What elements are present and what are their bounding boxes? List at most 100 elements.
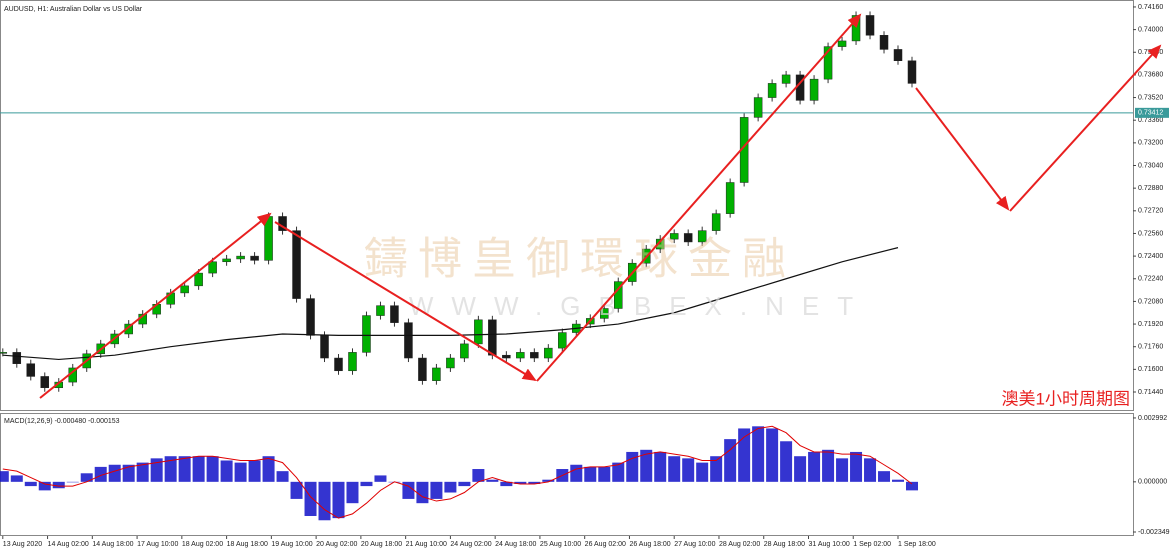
macd-bar (864, 458, 877, 482)
arrow (39, 212, 272, 399)
x-tick-label: 13 Aug 2020 (3, 541, 42, 548)
arrow (1009, 44, 1162, 212)
macd-y-tick-label: 0.002992 (1138, 415, 1167, 422)
candle (655, 238, 665, 250)
x-tick-label: 28 Aug 18:00 (764, 541, 805, 548)
y-tick-label: 0.72880 (1138, 185, 1163, 192)
macd-bar (892, 479, 905, 482)
arrow (274, 221, 537, 382)
macd-bar (752, 426, 765, 482)
macd-bar (738, 428, 751, 482)
macd-bar (472, 469, 485, 482)
candle (222, 258, 231, 263)
macd-signal (2, 425, 913, 519)
macd-bar (346, 481, 359, 504)
last-price-label: 0.73412 (1138, 110, 1163, 117)
macd-bar (150, 458, 163, 482)
macd-bar (500, 481, 513, 487)
x-tick-label: 21 Aug 10:00 (406, 541, 447, 548)
candle (404, 322, 413, 359)
y-tick-label: 0.74160 (1138, 4, 1163, 11)
candle (907, 60, 917, 84)
macd-bar (612, 462, 625, 482)
macd-bar (262, 456, 275, 482)
arrow (915, 87, 1010, 211)
y-tick-label: 0.73200 (1138, 140, 1163, 147)
x-tick-label: 14 Aug 02:00 (48, 541, 89, 548)
candle (893, 49, 903, 61)
y-tick-label: 0.71760 (1138, 344, 1163, 351)
candle (432, 367, 441, 381)
y-tick-label: 0.73520 (1138, 94, 1163, 101)
x-tick-label: 27 Aug 10:00 (674, 541, 715, 548)
x-tick-label: 19 Aug 10:00 (271, 541, 312, 548)
macd-bar (654, 451, 667, 482)
y-tick-label: 0.71920 (1138, 321, 1163, 328)
macd-bar (52, 481, 65, 489)
y-tick-label: 0.72400 (1138, 253, 1163, 260)
macd-bar (80, 473, 93, 482)
x-tick-label: 24 Aug 02:00 (450, 541, 491, 548)
annotation: 澳美1小时周期图 (1002, 389, 1130, 408)
macd-bar (878, 471, 891, 482)
x-tick-label: 1 Sep 02:00 (853, 541, 891, 548)
macd-bar (94, 466, 107, 482)
macd-bar (780, 441, 793, 482)
macd-bar (0, 471, 9, 482)
macd-bar (794, 456, 807, 482)
watermark: 鑄博皇御環球金融 (364, 235, 796, 284)
macd-bar (528, 481, 541, 484)
candle (879, 35, 889, 50)
y-tick-label: 0.72720 (1138, 208, 1163, 215)
macd-bar (122, 464, 135, 482)
macd-bar (710, 456, 723, 482)
candle (194, 272, 203, 287)
x-tick-label: 1 Sep 18:00 (898, 541, 936, 548)
macd-bar (206, 456, 219, 482)
x-tick-label: 26 Aug 02:00 (585, 541, 626, 548)
candle (12, 352, 22, 364)
macd-bar (514, 481, 527, 484)
macd-bar (626, 451, 639, 482)
macd-bar (766, 428, 779, 482)
macd-bar (360, 481, 373, 487)
macd-title: MACD(12,26,9) -0.000480 -0.000153 (4, 418, 120, 425)
macd-bar (850, 451, 863, 482)
annotation-arrows (39, 13, 1162, 399)
x-tick-label: 14 Aug 18:00 (92, 541, 133, 548)
candle (488, 319, 497, 356)
chart-title: AUDUSD, H1: Australian Dollar vs US Doll… (4, 6, 143, 13)
y-tick-label: 0.72240 (1138, 276, 1163, 283)
y-tick-label: 0.71440 (1138, 389, 1163, 396)
macd-y-tick-label: -0.002349 (1138, 529, 1170, 536)
x-tick-label: 18 Aug 02:00 (182, 541, 223, 548)
candle (474, 319, 483, 345)
candle (362, 315, 371, 353)
candle (530, 352, 539, 359)
macd-bar (276, 471, 289, 482)
candle (725, 182, 735, 214)
macd-bar (444, 481, 457, 493)
macd-bar (696, 462, 709, 482)
macd-bar (10, 475, 23, 482)
candle (669, 233, 679, 240)
macd-bar (808, 451, 821, 482)
candle (837, 40, 847, 47)
macd-bar (458, 481, 471, 487)
candle (418, 357, 427, 381)
candle (781, 74, 791, 84)
macd-bar (318, 481, 331, 521)
macd-bar (682, 458, 695, 482)
candle (544, 347, 553, 359)
macd-bar (290, 481, 303, 499)
macd-bar (584, 466, 597, 482)
main-frame (0, 0, 1134, 411)
candle (334, 357, 343, 372)
candle (683, 233, 693, 243)
candle (502, 354, 511, 359)
y-tick-label: 0.73360 (1138, 117, 1163, 124)
y-tick-label: 0.73680 (1138, 72, 1163, 79)
y-tick-label: 0.72560 (1138, 230, 1163, 237)
x-tick-label: 20 Aug 18:00 (361, 541, 402, 548)
macd-bar (486, 479, 499, 482)
